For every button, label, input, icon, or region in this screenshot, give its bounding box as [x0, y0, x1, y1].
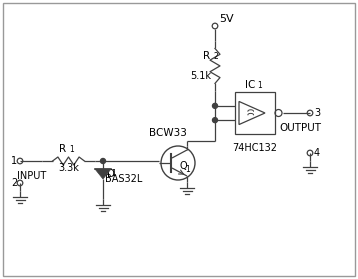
- Text: R: R: [203, 51, 210, 61]
- Polygon shape: [95, 169, 111, 179]
- Text: 4: 4: [314, 148, 320, 158]
- FancyBboxPatch shape: [3, 3, 355, 276]
- Text: D: D: [107, 169, 115, 179]
- Text: OUTPUT: OUTPUT: [279, 123, 321, 133]
- Text: 1: 1: [257, 81, 262, 90]
- Text: BAS32L: BAS32L: [105, 174, 142, 184]
- Text: INPUT: INPUT: [17, 171, 46, 181]
- Text: 3: 3: [314, 108, 320, 118]
- Text: 2: 2: [214, 52, 219, 61]
- Circle shape: [101, 158, 106, 163]
- Text: 1: 1: [185, 165, 190, 174]
- Text: IC: IC: [245, 80, 255, 90]
- Text: 2: 2: [11, 178, 17, 188]
- Text: BCW33: BCW33: [149, 128, 187, 138]
- Polygon shape: [235, 92, 275, 134]
- Text: 74HC132: 74HC132: [232, 143, 277, 153]
- Text: 5.1k: 5.1k: [190, 71, 211, 81]
- Text: R: R: [59, 144, 67, 154]
- Text: 1: 1: [111, 169, 116, 178]
- Text: 3.3k: 3.3k: [58, 163, 79, 173]
- Text: 5V: 5V: [219, 14, 234, 24]
- Circle shape: [213, 103, 218, 108]
- Text: 1: 1: [69, 145, 74, 154]
- Text: 1: 1: [11, 156, 17, 166]
- Circle shape: [213, 118, 218, 123]
- Text: Q: Q: [180, 161, 188, 171]
